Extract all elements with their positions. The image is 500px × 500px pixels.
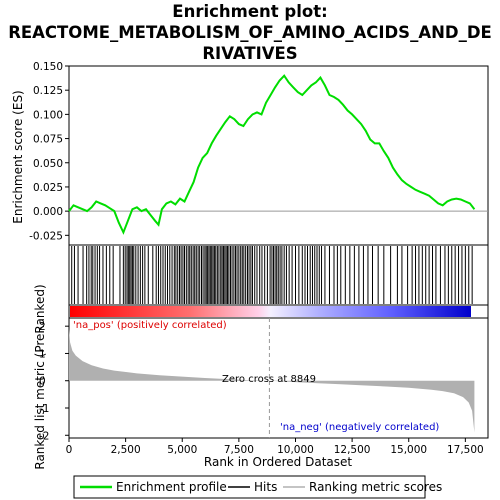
correlation-color-bar [68,304,489,319]
ranking-metric-area [69,328,475,433]
color-bar-gradient [70,306,471,317]
rank-frame [68,317,489,439]
legend-item-hits: Hits [254,480,277,494]
rank-x-tick-label: 5,000 [167,444,197,456]
es-y-tick-label: 0.000 [33,206,63,218]
es-y-tick-label: 0.050 [33,158,63,170]
rank-x-tick-label: 15,000 [390,444,427,456]
rank-y-tick-label: -2 [39,430,49,442]
hits-panel [68,244,489,306]
legend-item-ranking-metric-scores: Ranking metric scores [309,480,442,494]
rank-y-label: Ranked list metric (PreRanked) [33,284,47,469]
es-y-tick-label: 0.025 [33,182,63,194]
zero-cross-label: Zero cross at 8849 [222,374,316,385]
chart-title: Enrichment plot: REACTOME_METABOLISM_OF_… [8,2,492,63]
hit-lines [71,246,473,304]
es-y-tick-label: 0.125 [33,85,63,97]
title-line-3: RIVATIVES [202,44,297,63]
rank-y-axis: 2 1 0 -1 -2 [39,321,69,442]
es-y-axis: 0.150 0.125 0.100 0.075 0.050 0.025 0.000 -0.02… [29,61,69,242]
negative-correlation-label: 'na_neg' (negatively correlated) [280,422,439,433]
rank-x-tick-label: 12,500 [334,444,371,456]
legend-item-enrichment-profile: Enrichment profile [116,480,227,494]
es-y-tick-label: 0.100 [33,109,63,121]
rank-x-tick-label: 0 [66,444,73,456]
title-line-2: REACTOME_METABOLISM_OF_AMINO_ACIDS_AND_D… [8,23,492,42]
es-y-tick-label: 0.075 [33,134,63,146]
es-frame [68,65,489,246]
legend: Enrichment profile Hits Ranking metric s… [73,475,442,499]
rank-y-tick-label: 1 [39,348,46,360]
rank-y-tick-label: 2 [39,321,46,333]
rank-y-tick-label: -1 [39,403,49,415]
rank-x-tick-label: 17,500 [447,444,484,456]
rank-x-label: Rank in Ordered Dataset [204,455,352,469]
ranked-metric-panel: 2 1 0 -1 -2 0 2,500 5,000 7,500 10,000 12,500 15,0… [33,284,489,470]
es-y-tick-label: 0.150 [33,61,63,73]
title-line-1: Enrichment plot: [172,2,327,21]
es-y-label: Enrichment score (ES) [11,90,25,223]
rank-y-tick-label: 0 [39,376,46,388]
rank-x-tick-label: 7,500 [224,444,254,456]
enrichment-profile-line [68,74,476,235]
rank-x-axis: 0 2,500 5,000 7,500 10,000 12,500 15,000 17,500 [66,438,484,456]
es-panel: 0.150 0.125 0.100 0.075 0.050 0.025 0.000 -0.02… [11,61,489,246]
positive-correlation-label: 'na_pos' (positively correlated) [73,320,227,331]
rank-x-tick-label: 2,500 [111,444,141,456]
rank-x-tick-label: 10,000 [277,444,314,456]
es-y-tick-label: -0.025 [29,230,63,242]
